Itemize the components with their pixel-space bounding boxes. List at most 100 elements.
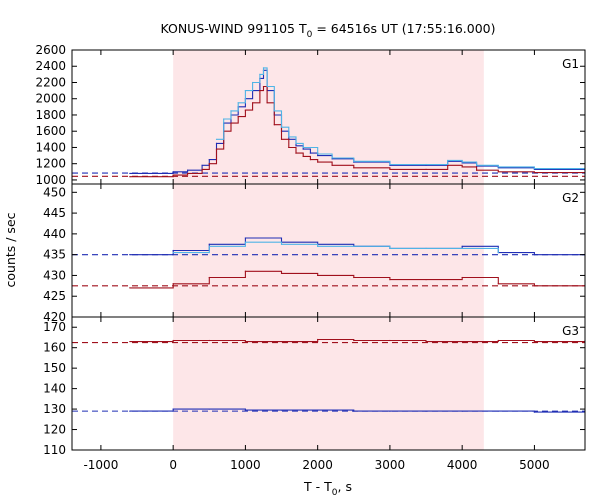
- plot-area: [72, 338, 585, 413]
- data-point: [533, 254, 536, 256]
- data-point: [259, 90, 261, 92]
- data-point: [215, 138, 218, 140]
- data-point: [497, 339, 499, 342]
- panel-label: G2: [562, 191, 579, 205]
- data-point: [230, 110, 232, 112]
- panel-frame: [71, 316, 586, 451]
- data-point: [425, 278, 427, 281]
- data-point: [447, 159, 449, 162]
- data-point: [309, 152, 312, 154]
- data-point: [461, 247, 463, 250]
- data-point: [208, 163, 210, 165]
- data-point: [215, 148, 218, 150]
- data-point: [244, 270, 247, 272]
- y-tick-label: 440: [43, 227, 66, 241]
- data-point: [302, 155, 304, 157]
- y-tick-label: 2200: [35, 75, 66, 89]
- x-tick-label: -1000: [83, 458, 118, 472]
- series-red-line: [129, 85, 585, 178]
- data-point: [129, 340, 131, 343]
- series-cyan-line: [173, 241, 499, 254]
- data-point: [476, 164, 478, 166]
- panel-g2: 420 425 430 435 440 445 450 G2: [43, 183, 586, 324]
- panel-label: G3: [562, 324, 579, 338]
- data-point: [461, 340, 463, 343]
- data-point: [425, 168, 427, 170]
- data-point: [273, 110, 275, 112]
- data-point: [230, 122, 232, 124]
- data-point: [533, 167, 536, 170]
- y-tick-label: 2400: [35, 59, 66, 73]
- data-point: [172, 339, 174, 342]
- data-point: [262, 67, 265, 69]
- data-point: [331, 164, 333, 166]
- y-tick-label: 425: [43, 289, 66, 303]
- data-point: [353, 245, 355, 247]
- highlight-interval: [173, 50, 484, 184]
- data-point: [425, 410, 427, 412]
- data-point: [280, 138, 283, 140]
- data-point: [208, 339, 210, 342]
- data-point: [353, 160, 355, 162]
- data-point: [244, 241, 247, 243]
- data-point: [497, 171, 499, 173]
- y-tick-label: 2600: [35, 43, 66, 57]
- y-tick-label: 110: [43, 443, 66, 457]
- data-point: [280, 340, 283, 343]
- data-point: [244, 90, 247, 92]
- y-tick-label: 420: [43, 310, 66, 324]
- data-point: [172, 283, 174, 285]
- x-tick-label: 3000: [375, 458, 406, 472]
- data-point: [244, 340, 247, 343]
- data-point: [208, 276, 210, 279]
- y-tick-label: 450: [43, 185, 66, 199]
- x-tick-label: 1000: [230, 458, 261, 472]
- data-point: [389, 410, 391, 412]
- data-point: [129, 172, 131, 175]
- data-point: [187, 169, 189, 171]
- data-point: [252, 102, 254, 104]
- data-point: [208, 159, 210, 161]
- chart-title: KONUS-WIND 991105 T0 = 64516s UT (17:55:…: [160, 21, 495, 40]
- highlight-interval: [173, 317, 484, 450]
- y-tick-label: 150: [43, 361, 66, 375]
- y-tick-label: 170: [43, 320, 66, 334]
- x-axis-label-subscript: 0: [332, 488, 338, 498]
- plot-area: [72, 67, 585, 178]
- data-point: [280, 243, 283, 245]
- data-point: [497, 166, 499, 168]
- data-point: [497, 251, 499, 254]
- data-point: [208, 245, 210, 247]
- data-point: [389, 278, 391, 281]
- data-point: [476, 169, 478, 171]
- data-point: [317, 338, 319, 341]
- data-point: [201, 164, 203, 166]
- data-point: [317, 153, 319, 155]
- y-tick-label: 1800: [35, 108, 66, 122]
- y-tick-label: 1400: [35, 140, 66, 154]
- data-point: [172, 249, 174, 252]
- data-point: [244, 237, 247, 239]
- series-red-line: [129, 270, 585, 289]
- panel-label: G1: [562, 57, 579, 71]
- data-point: [208, 243, 210, 245]
- data-point: [497, 283, 499, 285]
- data-point: [309, 159, 312, 161]
- x-tick-label: 5000: [519, 458, 550, 472]
- data-point: [280, 272, 283, 274]
- y-tick-label: 430: [43, 268, 66, 282]
- data-point: [295, 145, 297, 147]
- data-point: [280, 126, 283, 128]
- data-point: [389, 163, 391, 166]
- data-point: [533, 340, 536, 343]
- data-point: [389, 247, 391, 250]
- data-point: [425, 247, 427, 250]
- data-point: [295, 152, 297, 154]
- data-point: [389, 339, 391, 342]
- y-tick-label: 435: [43, 248, 66, 262]
- data-point: [461, 245, 463, 247]
- data-point: [353, 276, 355, 279]
- panel-g1: 1000 1200 1400 1600 1800 2000 2200 2400 2600 G1: [35, 43, 586, 187]
- data-point: [353, 339, 355, 342]
